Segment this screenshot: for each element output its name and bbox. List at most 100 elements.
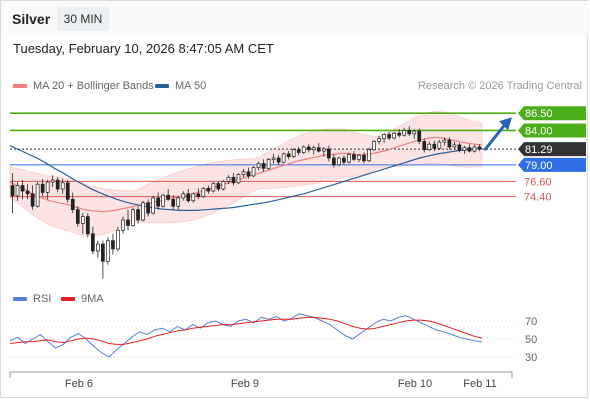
candle — [50, 175, 55, 187]
candle — [176, 195, 181, 210]
rsi-level-label: 70 — [525, 316, 537, 328]
rsi-ma-line — [9, 316, 483, 345]
candle-body — [291, 149, 296, 157]
candle — [106, 237, 110, 265]
candle — [261, 159, 266, 172]
candle — [437, 140, 442, 150]
candle-body — [50, 179, 55, 183]
candle-body — [221, 181, 226, 190]
candle — [321, 146, 326, 157]
level-tag-84-00 — [518, 123, 586, 138]
candle — [65, 180, 70, 203]
candle-body — [301, 146, 306, 153]
candle — [196, 188, 201, 200]
ma20-line — [9, 136, 483, 213]
candle-body — [151, 197, 155, 214]
candle-body — [251, 167, 256, 177]
candle — [372, 140, 376, 152]
candle-body — [181, 193, 186, 199]
candle-body — [407, 130, 412, 135]
rsi-line — [9, 313, 483, 358]
candle-body — [236, 174, 241, 184]
candle — [306, 144, 311, 153]
header-bar: Silver 30 MIN — [1, 1, 589, 35]
candle-body — [101, 243, 105, 262]
candle-body — [65, 182, 70, 200]
candle-body — [141, 202, 145, 221]
candle — [251, 166, 256, 178]
candle — [201, 186, 206, 198]
candle — [161, 193, 166, 208]
level-label-76-60: 76.60 — [524, 176, 552, 188]
candle — [181, 191, 186, 201]
candle — [166, 189, 171, 201]
candle — [226, 175, 231, 185]
candle — [211, 182, 216, 193]
candle-body — [326, 148, 331, 159]
legend-swatch-rsi — [13, 297, 27, 301]
candle — [90, 226, 95, 255]
candle-body — [256, 163, 261, 168]
candle — [417, 128, 422, 145]
candle — [45, 180, 50, 200]
candle-body — [96, 243, 100, 252]
candle — [80, 213, 85, 234]
candle — [301, 145, 306, 154]
candle-body — [477, 146, 482, 150]
candle — [316, 142, 321, 153]
legend-swatch-ma20 — [13, 84, 27, 88]
candle-body — [111, 240, 115, 250]
legend-label-ma50: MA 50 — [175, 80, 207, 92]
candle-body — [442, 139, 447, 143]
candle-body — [337, 157, 341, 166]
candle — [126, 209, 130, 231]
candle-body — [191, 193, 196, 202]
candle-body — [171, 198, 176, 207]
candle-body — [422, 141, 427, 151]
candle — [75, 206, 80, 227]
candle-body — [311, 147, 316, 151]
legend-swatch-ma50 — [155, 84, 169, 88]
candle — [392, 131, 396, 140]
research-credit: Research © 2026 Trading Central — [417, 80, 582, 92]
candle-body — [40, 183, 45, 193]
legend-label-rsi: RSI — [33, 293, 52, 305]
candle-body — [226, 176, 231, 182]
candle — [367, 147, 371, 163]
candle-body — [55, 179, 60, 190]
candle — [246, 167, 251, 179]
candle-body — [306, 146, 311, 151]
candle — [291, 148, 296, 158]
candle — [221, 180, 226, 191]
candle-body — [412, 130, 417, 135]
interval-button[interactable]: 30 MIN — [57, 7, 109, 31]
candle — [40, 178, 45, 196]
candle-body — [367, 149, 371, 162]
candle — [332, 153, 336, 168]
candle-body — [352, 154, 356, 160]
candle — [146, 199, 150, 217]
candle — [206, 185, 211, 194]
candle — [20, 180, 25, 200]
candle-body — [15, 185, 20, 197]
candle-body — [25, 190, 30, 195]
candle-body — [131, 209, 135, 226]
candle-body — [146, 202, 150, 214]
candle-body — [357, 154, 361, 160]
candle-body — [462, 147, 467, 151]
level-tag-81-29 — [518, 142, 586, 157]
candle-body — [30, 193, 35, 207]
candle-body — [362, 154, 366, 162]
candle — [342, 155, 346, 165]
timestamp: Tuesday, February 10, 2026 8:47:05 AM CE… — [13, 41, 274, 56]
candle-body — [472, 146, 477, 152]
legend-rsi-ma: 9MA — [61, 293, 104, 305]
candle-body — [382, 134, 386, 140]
candle-body — [427, 143, 432, 151]
candle — [35, 182, 40, 208]
candle-body — [321, 148, 326, 152]
candle-body — [266, 159, 271, 169]
candle-body — [332, 157, 336, 166]
candle-body — [246, 171, 251, 177]
candle — [457, 142, 462, 153]
